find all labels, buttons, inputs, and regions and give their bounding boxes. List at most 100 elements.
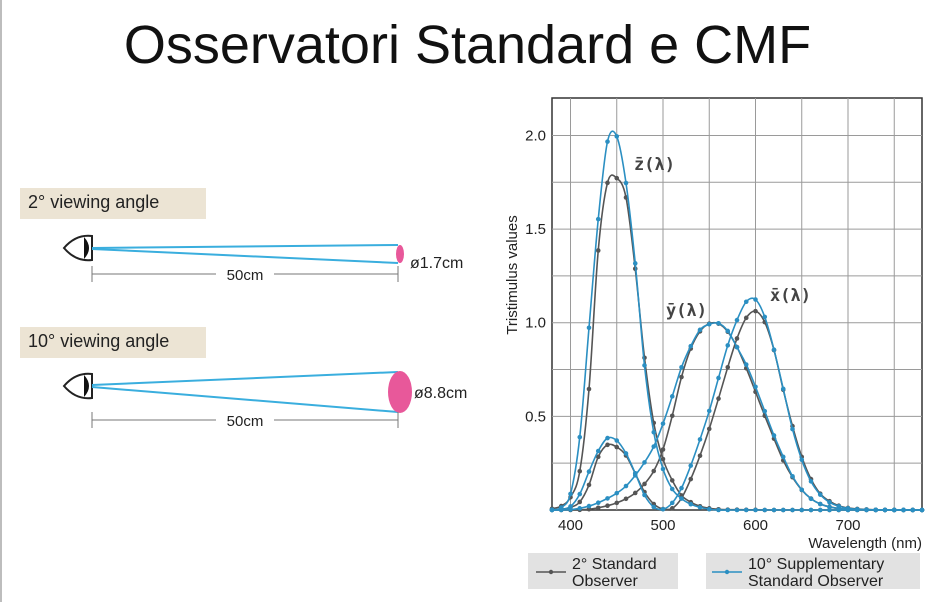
eye-icon xyxy=(62,372,93,400)
data-point xyxy=(651,504,657,510)
data-point xyxy=(586,482,592,488)
data-point xyxy=(910,507,916,513)
data-point xyxy=(586,503,592,509)
distance-label-bg xyxy=(216,411,274,429)
data-point xyxy=(817,492,823,497)
data-point xyxy=(549,507,555,513)
data-point xyxy=(799,457,805,463)
data-point xyxy=(605,139,610,144)
data-point xyxy=(605,435,610,441)
data-point xyxy=(808,507,814,513)
data-point xyxy=(901,507,906,513)
target-disc xyxy=(388,371,412,413)
data-point xyxy=(743,299,749,305)
data-point xyxy=(642,481,647,487)
data-point xyxy=(753,308,758,314)
data-point xyxy=(790,507,795,513)
data-point xyxy=(577,499,583,505)
data-point xyxy=(651,429,657,435)
data-point xyxy=(799,487,805,493)
data-point xyxy=(614,490,620,496)
data-point xyxy=(577,506,583,511)
data-point xyxy=(753,384,758,390)
data-point xyxy=(605,496,610,501)
data-point xyxy=(882,507,888,513)
data-point xyxy=(854,507,860,513)
data-point xyxy=(873,507,879,513)
data-point xyxy=(762,507,768,513)
data-point xyxy=(688,343,694,349)
data-point xyxy=(771,433,777,438)
target-disc xyxy=(396,245,404,263)
x-axis-label: Wavelength (nm) xyxy=(808,535,922,552)
x-tick-labels: 400 500 600 700 xyxy=(558,517,861,534)
data-point xyxy=(605,180,610,186)
ray-top xyxy=(91,244,399,249)
data-point xyxy=(623,451,629,456)
curve-label-x: x̄(λ) xyxy=(770,286,811,306)
y-tick-label: 1.0 xyxy=(525,315,546,332)
curve-label-y: ȳ(λ) xyxy=(666,301,707,321)
legend-label-10deg-line2: Standard Observer xyxy=(748,573,884,590)
data-point xyxy=(697,505,703,510)
data-point xyxy=(688,463,694,468)
data-point xyxy=(568,491,573,497)
data-point xyxy=(919,507,925,513)
y-axis-label: Tristimulus values xyxy=(504,215,521,334)
legend-label-2deg-line1: 2° Standard xyxy=(572,556,657,573)
data-point xyxy=(679,374,684,380)
data-point xyxy=(716,375,721,381)
distance-label: 50cm xyxy=(227,413,264,430)
y-tick-label: 2.0 xyxy=(525,127,546,144)
data-point xyxy=(780,454,786,460)
data-point xyxy=(734,317,740,323)
ray-bottom xyxy=(91,386,399,413)
data-point xyxy=(660,456,666,462)
data-point xyxy=(891,507,897,513)
data-point xyxy=(632,261,638,266)
data-point xyxy=(586,469,592,474)
data-point xyxy=(586,386,592,392)
data-point xyxy=(660,421,666,426)
data-point xyxy=(817,501,823,507)
legend-label-2deg-line2: Observer xyxy=(572,573,638,590)
legend-marker-2deg xyxy=(548,569,554,575)
data-point xyxy=(688,476,694,482)
legend-label-10deg-line1: 10° Supplementary xyxy=(748,556,884,573)
data-point xyxy=(595,500,601,505)
data-point xyxy=(679,485,684,491)
diameter-label: ø8.8cm xyxy=(414,385,467,402)
left-border xyxy=(0,0,2,602)
data-point xyxy=(706,321,712,327)
data-point xyxy=(669,486,675,492)
data-point xyxy=(660,466,666,472)
data-point xyxy=(669,394,675,399)
data-point xyxy=(614,134,620,139)
data-point xyxy=(836,507,842,513)
data-point xyxy=(595,448,601,454)
data-point xyxy=(614,444,620,450)
data-point xyxy=(771,507,777,513)
data-point xyxy=(642,460,647,465)
data-point xyxy=(706,408,712,414)
data-point xyxy=(780,386,786,392)
diameter-label: ø1.7cm xyxy=(410,255,463,272)
distance-label: 50cm xyxy=(227,267,264,284)
data-point xyxy=(642,492,647,498)
data-point xyxy=(716,507,721,513)
data-point xyxy=(780,507,786,513)
data-point xyxy=(706,506,712,512)
ray-top xyxy=(91,371,399,386)
plot-area xyxy=(551,97,923,511)
data-point xyxy=(577,491,583,497)
data-point xyxy=(734,344,740,350)
data-point xyxy=(753,507,758,513)
data-point xyxy=(669,506,675,511)
legend-item-10deg-bg xyxy=(706,553,920,589)
data-point xyxy=(651,468,657,474)
data-point xyxy=(808,479,814,484)
data-point xyxy=(790,426,795,432)
data-point xyxy=(808,496,814,502)
data-point xyxy=(586,506,592,512)
data-point xyxy=(725,364,731,370)
